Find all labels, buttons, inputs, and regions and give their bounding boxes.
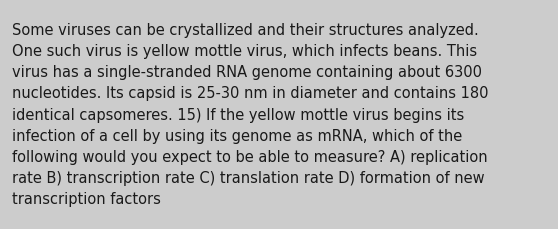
- Text: virus has a single-stranded RNA genome containing about 6300: virus has a single-stranded RNA genome c…: [12, 65, 482, 80]
- Text: identical capsomeres. 15) If the yellow mottle virus begins its: identical capsomeres. 15) If the yellow …: [12, 107, 464, 122]
- Text: rate B) transcription rate C) translation rate D) formation of new: rate B) transcription rate C) translatio…: [12, 170, 485, 185]
- Text: transcription factors: transcription factors: [12, 191, 161, 206]
- Text: One such virus is yellow mottle virus, which infects beans. This: One such virus is yellow mottle virus, w…: [12, 44, 478, 59]
- Text: infection of a cell by using its genome as mRNA, which of the: infection of a cell by using its genome …: [12, 128, 463, 143]
- Text: nucleotides. Its capsid is 25-30 nm in diameter and contains 180: nucleotides. Its capsid is 25-30 nm in d…: [12, 86, 489, 101]
- Text: following would you expect to be able to measure? A) replication: following would you expect to be able to…: [12, 149, 488, 164]
- Text: Some viruses can be crystallized and their structures analyzed.: Some viruses can be crystallized and the…: [12, 23, 479, 38]
